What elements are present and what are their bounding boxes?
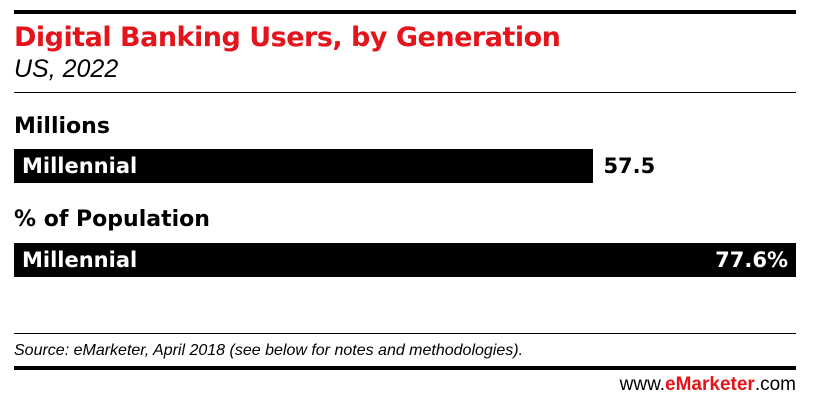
bar-category-label: Millennial [22,154,138,178]
chart-title: Digital Banking Users, by Generation [14,22,561,53]
bar-millions-millennial [14,149,594,183]
source-note: Source: eMarketer, April 2018 (see below… [14,342,524,359]
site-prefix: www. [619,374,666,395]
site-credit: www.eMarketer.com [620,374,796,396]
bar-value-label-percent: 77.6% [715,248,788,272]
section-label-percent-population: % of Population [14,207,210,232]
bar-category-label: Millennial [22,248,138,272]
site-suffix: .com [754,374,796,395]
source-divider [14,333,796,334]
bottom-rule [14,366,796,370]
site-brand: eMarketer [665,374,755,395]
section-label-millions: Millions [14,114,110,139]
header-divider [14,92,796,93]
top-rule [14,10,796,14]
bar-value-label-millions: 57.5 [603,154,656,178]
chart-subtitle: US, 2022 [14,55,119,83]
bar-percent-millennial [14,243,796,277]
